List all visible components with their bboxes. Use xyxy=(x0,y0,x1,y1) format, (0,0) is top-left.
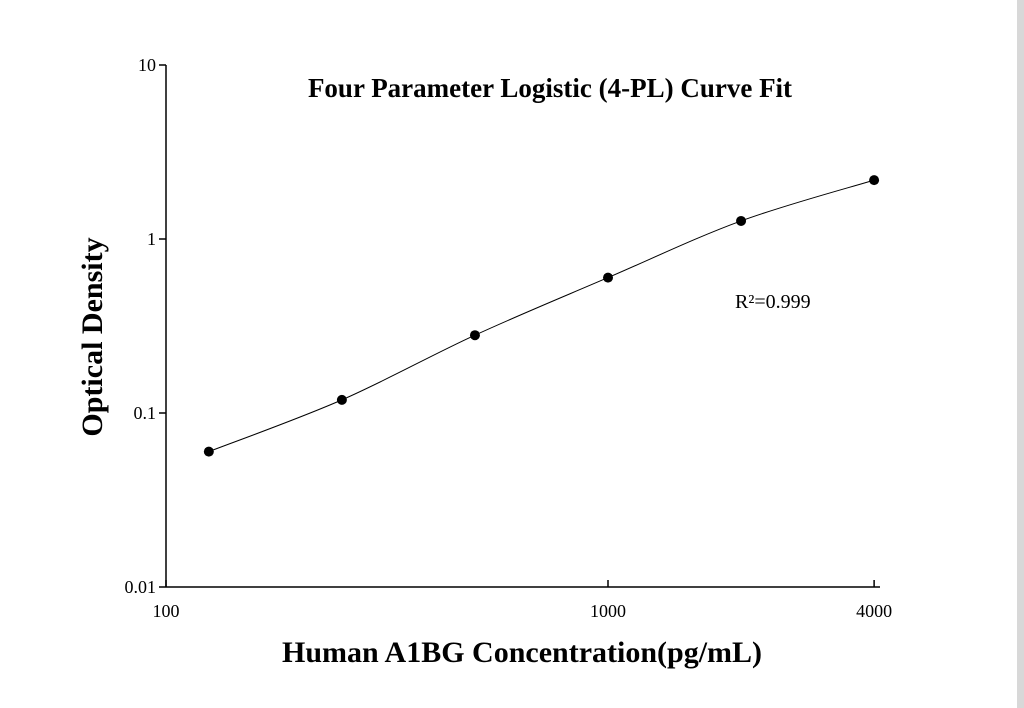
data-point xyxy=(469,330,480,341)
x-tick-label: 4000 xyxy=(856,601,892,621)
r-squared: R²=0.999 xyxy=(735,291,811,313)
data-point xyxy=(869,175,880,186)
x-axis-title: Human A1BG Concentration(pg/mL) xyxy=(282,636,762,669)
data-point xyxy=(203,446,214,457)
y-tick-label: 0.1 xyxy=(134,403,157,423)
y-tick-label: 0.01 xyxy=(125,577,157,597)
y-tick-label: 10 xyxy=(138,55,156,75)
data-point xyxy=(736,215,747,226)
data-point xyxy=(603,272,613,283)
chart-title: Four Parameter Logistic (4-PL) Curve Fit xyxy=(308,73,792,103)
window-edge xyxy=(1017,0,1024,708)
fit-curve xyxy=(208,179,875,453)
data-point xyxy=(336,394,347,405)
y-tick-label: 1 xyxy=(147,229,156,249)
x-tick-label: 100 xyxy=(153,601,180,621)
y-axis-title: Optical Density xyxy=(76,237,109,436)
x-tick-label: 1000 xyxy=(590,601,626,621)
